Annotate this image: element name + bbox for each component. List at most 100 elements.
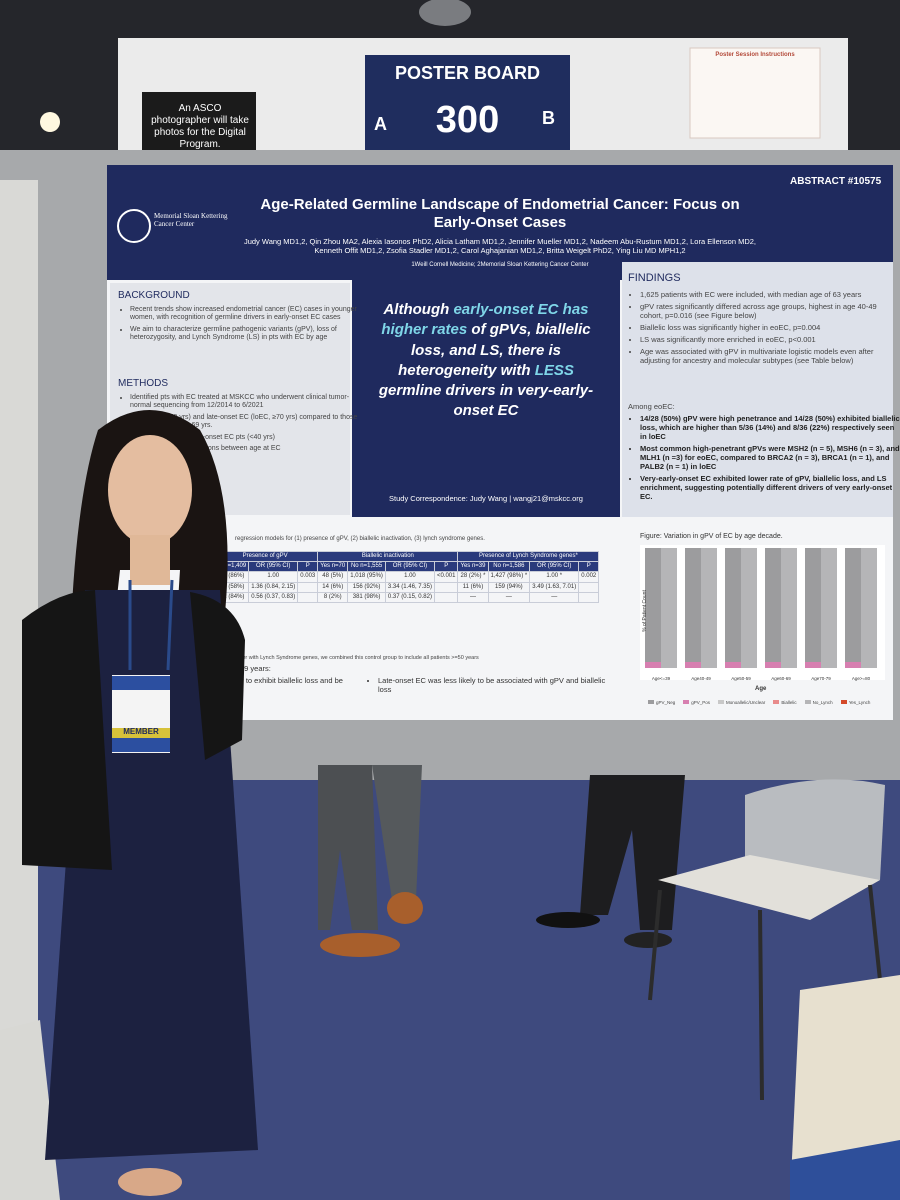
badge-bottom bbox=[112, 738, 170, 752]
section-heading: BACKGROUND bbox=[118, 290, 190, 301]
figure-bar-part bbox=[781, 548, 797, 668]
face bbox=[108, 435, 192, 545]
list-item: Age was associated with gPV in multivari… bbox=[640, 347, 900, 365]
key-message-part: of gPVs, biallelic loss, and LS, there i… bbox=[398, 321, 591, 379]
board-title: POSTER BOARD bbox=[394, 63, 540, 83]
table-cell bbox=[578, 591, 600, 603]
findings-list: 1,625 patients with EC were included, wi… bbox=[628, 290, 900, 368]
shoe bbox=[387, 892, 423, 924]
list-item: Most common high-penetrant gPVs were MSH… bbox=[640, 444, 900, 471]
among-list: 14/28 (50%) gPV were high penetrance and… bbox=[628, 414, 900, 504]
key-message-part: LESS bbox=[534, 361, 574, 379]
findings-column bbox=[622, 262, 893, 517]
conclusion-list: Late-onset EC was less likely to be asso… bbox=[366, 676, 618, 697]
figure-area bbox=[640, 545, 885, 680]
list-item: LS was significantly more enriched in eo… bbox=[640, 335, 900, 344]
figure-x-tick: Age<=39 bbox=[652, 676, 671, 681]
figure-bar-part bbox=[661, 548, 677, 668]
legend-item: Monoallelic/Unclear bbox=[718, 700, 765, 705]
tote-bag-trim bbox=[790, 1140, 900, 1200]
list-item: Identified pts with EC treated at MSKCC … bbox=[130, 394, 358, 411]
visitor-legs bbox=[580, 775, 685, 930]
figure-x-label: Age bbox=[755, 686, 767, 692]
instructions-title: Poster Session Instructions bbox=[715, 52, 795, 58]
figure-x-tick: Age50-59 bbox=[731, 676, 751, 681]
side-panel bbox=[0, 180, 38, 1040]
side-b: B bbox=[542, 108, 555, 128]
badge-stripe bbox=[112, 728, 170, 738]
subheading: Among eoEC: bbox=[628, 402, 675, 411]
section-heading: METHODS bbox=[118, 378, 168, 389]
key-message: Although early-onset EC has higher rates… bbox=[368, 300, 604, 422]
feet bbox=[118, 1168, 182, 1196]
badge-top bbox=[112, 676, 170, 690]
legend-swatch bbox=[804, 700, 811, 704]
summary-fragment: y to exhibit biallelic loss and be bbox=[240, 676, 343, 685]
poster-title: Age-Related Germline Landscape of Endome… bbox=[260, 196, 740, 231]
legend-label: gPV_Neg bbox=[656, 700, 676, 705]
list-item: 14/28 (50%) gPV were high penetrance and… bbox=[640, 414, 900, 441]
bag-left bbox=[0, 1020, 60, 1200]
table-footnote: older with Lynch Syndrome genes, we comb… bbox=[235, 655, 479, 661]
legend-swatch bbox=[718, 700, 725, 704]
legend-label: No_Lynch bbox=[812, 700, 833, 705]
table-caption: regression models for (1) presence of gP… bbox=[235, 536, 485, 542]
figure-bar-part bbox=[701, 548, 717, 668]
legend-label: Yes_Lynch bbox=[848, 700, 871, 705]
jacket-right bbox=[190, 592, 245, 760]
table-row: 352 (84%) 0.56 (0.37, 0.83) 8 (2%) 381 (98%… bbox=[211, 591, 600, 603]
figure-x-tick: Age70-79 bbox=[811, 676, 831, 681]
legend-swatch bbox=[683, 700, 690, 704]
authors: Judy Wang MD1,2, Qin Zhou MA2, Alexia Ia… bbox=[243, 237, 757, 255]
table-row: 142 (58%) 1.36 (0.84, 2.15) 14 (6%) 156 (92… bbox=[211, 581, 600, 593]
side-a: A bbox=[374, 114, 387, 134]
badge-role: MEMBER bbox=[123, 727, 159, 736]
list-item: Biallelic loss was significantly higher … bbox=[640, 323, 900, 332]
lanyard bbox=[128, 579, 174, 671]
legend-label: Monoallelic/Unclear bbox=[726, 700, 766, 705]
shoe bbox=[320, 933, 400, 957]
abstract-number: ABSTRACT #10575 bbox=[790, 176, 882, 187]
legend-swatch bbox=[773, 700, 780, 704]
conclusion: Late-onset EC was less likely to be asso… bbox=[378, 676, 618, 694]
key-message-part: early-onset EC bbox=[453, 301, 559, 318]
poster-header bbox=[107, 165, 893, 280]
chair-back bbox=[745, 779, 885, 880]
table-wrap: Presence of gPV Biallelic inactivation Pre… bbox=[211, 550, 612, 603]
table-row: 914 (86%) 1.00 0.003 48 (5%) 1,018 (95%) 1.00… bbox=[211, 571, 600, 583]
figure-bar-part bbox=[861, 548, 877, 668]
list-item: Very-early-onset EC exhibited lower rate… bbox=[640, 474, 900, 501]
key-message-part: Although bbox=[383, 301, 454, 318]
photographer-note: An ASCO photographer will take photos fo… bbox=[151, 103, 249, 150]
key-message-part: germline drivers in very-early-onset EC bbox=[378, 382, 594, 420]
figure-bar-part bbox=[821, 548, 837, 668]
correspondence: Study Correspondence: Judy Wang | wangj2… bbox=[389, 494, 583, 503]
section-heading: FINDINGS bbox=[628, 272, 681, 284]
figure-legend: gPV_Neg gPV_Pos Monoallelic/Unclear Biallel… bbox=[648, 700, 888, 705]
list-item: Recent trends show increased endometrial… bbox=[130, 306, 358, 323]
neck bbox=[130, 535, 170, 585]
speaker bbox=[419, 0, 471, 26]
shoe bbox=[624, 932, 672, 948]
legend-label: gPV_Pos bbox=[691, 700, 711, 705]
figure-x-tick: Age40-49 bbox=[691, 676, 711, 681]
list-item: 1,625 patients with EC were included, wi… bbox=[640, 290, 900, 299]
figure-bar-part bbox=[741, 548, 757, 668]
list-item: gPV rates significantly differed across … bbox=[640, 302, 900, 320]
legend-item: Yes_Lynch bbox=[840, 700, 871, 705]
logo bbox=[117, 209, 151, 243]
instructions-sheet bbox=[689, 47, 821, 139]
key-message-part: has higher rates bbox=[381, 301, 589, 339]
table-cell: 0.37 (0.15, 0.82) bbox=[384, 591, 435, 603]
chair-seat bbox=[658, 855, 880, 920]
tote-bag bbox=[790, 975, 900, 1200]
list-item: We aim to characterize germline pathogen… bbox=[130, 326, 358, 343]
highlight-box bbox=[352, 265, 620, 517]
legend-item: gPV_Pos bbox=[683, 700, 710, 705]
results-table: Presence of gPV Biallelic inactivation Pre… bbox=[211, 550, 600, 603]
legend-item: gPV_Neg bbox=[648, 700, 675, 705]
visitor-legs bbox=[318, 765, 378, 930]
